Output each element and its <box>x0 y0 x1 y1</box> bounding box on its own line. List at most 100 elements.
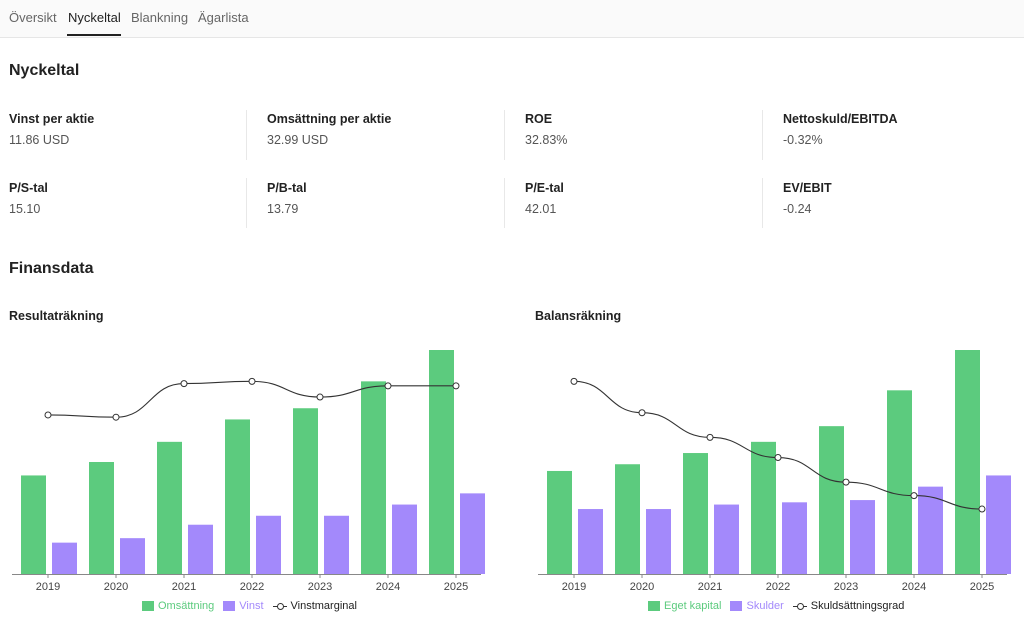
bar-eget-kapital <box>887 390 912 574</box>
legend-item-eget-kapital[interactable]: Eget kapital <box>648 600 721 612</box>
x-tick-label: 2020 <box>104 581 128 593</box>
x-tick-label: 2023 <box>308 581 332 593</box>
legend-swatch <box>730 601 743 611</box>
bar-omsättning <box>89 462 114 574</box>
legend-label: Eget kapital <box>664 600 722 612</box>
bar-eget-kapital <box>819 426 844 574</box>
line-point <box>706 433 714 441</box>
bar-skulder <box>850 500 875 574</box>
x-tick-label: 2021 <box>698 581 722 593</box>
x-tick-label: 2025 <box>444 581 468 593</box>
legend-label: Omsättning <box>158 600 215 612</box>
line-point <box>842 478 850 486</box>
legend-label: Skulder <box>746 600 784 612</box>
kpi-label: Nettoskuld/EBITDA <box>783 112 898 126</box>
chart-title-balansrakning: Balansräkning <box>535 309 622 323</box>
legend-line-swatch <box>272 601 287 611</box>
line-vinstmarginal <box>47 380 456 418</box>
bar-omsättning <box>429 350 454 574</box>
legend-label: Vinstmarginal <box>290 600 357 612</box>
kpi-value: -0.32% <box>783 133 823 147</box>
active-tab-indicator <box>67 34 121 36</box>
tab-oversikt[interactable]: Översikt <box>9 10 57 25</box>
kpi-value: 32.99 USD <box>267 133 329 147</box>
bar-eget-kapital <box>751 441 776 574</box>
kpi-nettoskuld-ebitda: Nettoskuld/EBITDA -0.32% <box>783 112 1013 147</box>
balansrakning-chart: 2019 2020 2021 2022 2023 2024 2025 <box>538 350 1011 593</box>
bar-omsättning <box>293 408 318 574</box>
x-tick-label: 2025 <box>970 581 994 593</box>
line-point <box>638 409 646 417</box>
bar-skulder <box>782 502 807 574</box>
legend-swatch <box>142 601 154 611</box>
bar-omsättning <box>361 381 386 574</box>
bar-skulder <box>714 504 739 574</box>
bar-skulder <box>578 509 603 574</box>
line-point <box>570 377 578 385</box>
kpi-label: P/E-tal <box>525 181 564 195</box>
kpi-vinst-per-aktie: Vinst per aktie 11.86 USD <box>9 112 239 147</box>
x-tick-label: 2020 <box>630 581 654 593</box>
bar-eget-kapital <box>683 453 708 574</box>
legend-item-skulder[interactable]: Skulder <box>730 600 784 612</box>
legend-resultatrakning: Omsättning Vinst Vinstmarginal <box>142 600 357 612</box>
bar-skulder <box>646 509 671 574</box>
divider <box>504 178 505 228</box>
bar-skulder <box>986 475 1011 574</box>
divider <box>504 110 505 160</box>
bar-eget-kapital <box>615 464 640 574</box>
legend-swatch <box>223 601 236 611</box>
line-point <box>180 380 188 388</box>
divider <box>246 178 247 228</box>
divider <box>246 110 247 160</box>
kpi-ev-ebit: EV/EBIT -0.24 <box>783 181 1013 216</box>
bar-eget-kapital <box>547 470 572 574</box>
kpi-value: 11.86 USD <box>9 133 70 147</box>
kpi-value: 32.83% <box>525 133 568 147</box>
bar-eget-kapital <box>955 350 980 574</box>
x-tick-label: 2021 <box>172 581 196 593</box>
legend-swatch <box>648 601 660 611</box>
bar-vinst <box>52 542 77 574</box>
line-point <box>384 382 392 390</box>
tab-agarlista[interactable]: Ägarlista <box>198 10 249 25</box>
legend-item-vinst[interactable]: Vinst <box>223 600 264 612</box>
line-point <box>910 492 918 500</box>
bar-omsättning <box>157 441 182 574</box>
x-tick-label: 2023 <box>834 581 858 593</box>
line-point <box>112 413 120 421</box>
x-tick-label: 2019 <box>36 581 60 593</box>
kpi-label: Omsättning per aktie <box>267 112 392 126</box>
line-point <box>978 505 986 513</box>
tab-blankning[interactable]: Blankning <box>131 10 189 25</box>
section-title-nyckeltal: Nyckeltal <box>9 62 80 79</box>
x-tick-label: 2024 <box>376 581 400 593</box>
kpi-omsattning-per-aktie: Omsättning per aktie 32.99 USD <box>267 112 497 147</box>
divider <box>762 110 763 160</box>
kpi-label: P/B-tal <box>267 181 307 195</box>
legend-label: Skuldsättningsgrad <box>810 600 905 612</box>
bar-vinst <box>120 538 145 574</box>
section-title-finansdata: Finansdata <box>9 260 94 277</box>
x-tick-label: 2019 <box>562 581 586 593</box>
x-tick-label: 2024 <box>902 581 926 593</box>
kpi-roe: ROE 32.83% <box>525 112 755 147</box>
legend-item-skuldsattningsgrad[interactable]: Skuldsättningsgrad <box>792 600 905 612</box>
bar-vinst <box>392 504 417 574</box>
tab-bar: Översikt Nyckeltal Blankning Ägarlista <box>0 0 1024 38</box>
kpi-label: EV/EBIT <box>783 181 832 195</box>
legend-label: Vinst <box>239 600 264 612</box>
kpi-label: ROE <box>525 112 553 126</box>
kpi-pe-tal: P/E-tal 42.01 <box>525 181 755 216</box>
line-point <box>452 382 460 390</box>
x-tick-label: 2022 <box>766 581 790 593</box>
kpi-pb-tal: P/B-tal 13.79 <box>267 181 497 216</box>
x-tick-label: 2022 <box>240 581 264 593</box>
bar-omsättning <box>21 475 46 574</box>
resultatrakning-chart: 2019 2020 2021 2022 2023 2024 2025 <box>12 350 485 593</box>
kpi-value: -0.24 <box>783 202 812 216</box>
legend-item-omsattning[interactable]: Omsättning <box>142 600 214 612</box>
kpi-value: 15.10 <box>9 202 41 216</box>
legend-item-vinstmarginal[interactable]: Vinstmarginal <box>272 600 357 612</box>
tab-nyckeltal[interactable]: Nyckeltal <box>68 10 121 25</box>
